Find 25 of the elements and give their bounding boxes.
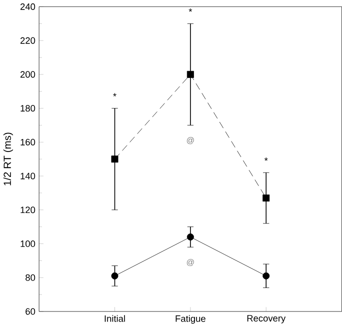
y-tick-label: 140 — [20, 172, 36, 180]
point — [186, 70, 194, 78]
y-tick-label: 180 — [20, 104, 36, 112]
annotation: * — [188, 8, 192, 12]
point — [111, 156, 118, 163]
annotation: * — [113, 93, 116, 96]
annotation: * — [264, 157, 268, 161]
point — [111, 272, 118, 280]
y-tick-label: 80 — [26, 274, 36, 281]
x-tick-label: Fatigue — [176, 315, 206, 324]
annotation: @ — [186, 136, 194, 144]
y-axis-title: 1/2 RT (ms) — [3, 132, 13, 186]
y-tick-label: 220 — [20, 37, 36, 44]
y-tick-label: 160 — [20, 138, 36, 146]
x-tick-label: Initial — [104, 315, 125, 322]
point — [262, 194, 270, 202]
point — [186, 233, 194, 240]
y-tick-label: 240 — [20, 3, 36, 10]
y-tick-label: 200 — [20, 71, 36, 78]
point — [262, 272, 270, 280]
x-tick-label: Recovery — [247, 315, 286, 324]
annotation: @ — [186, 258, 194, 266]
y-tick-label: 60 — [26, 308, 36, 315]
y-tick-label: 100 — [20, 240, 36, 247]
y-tick-label: 120 — [20, 206, 36, 214]
